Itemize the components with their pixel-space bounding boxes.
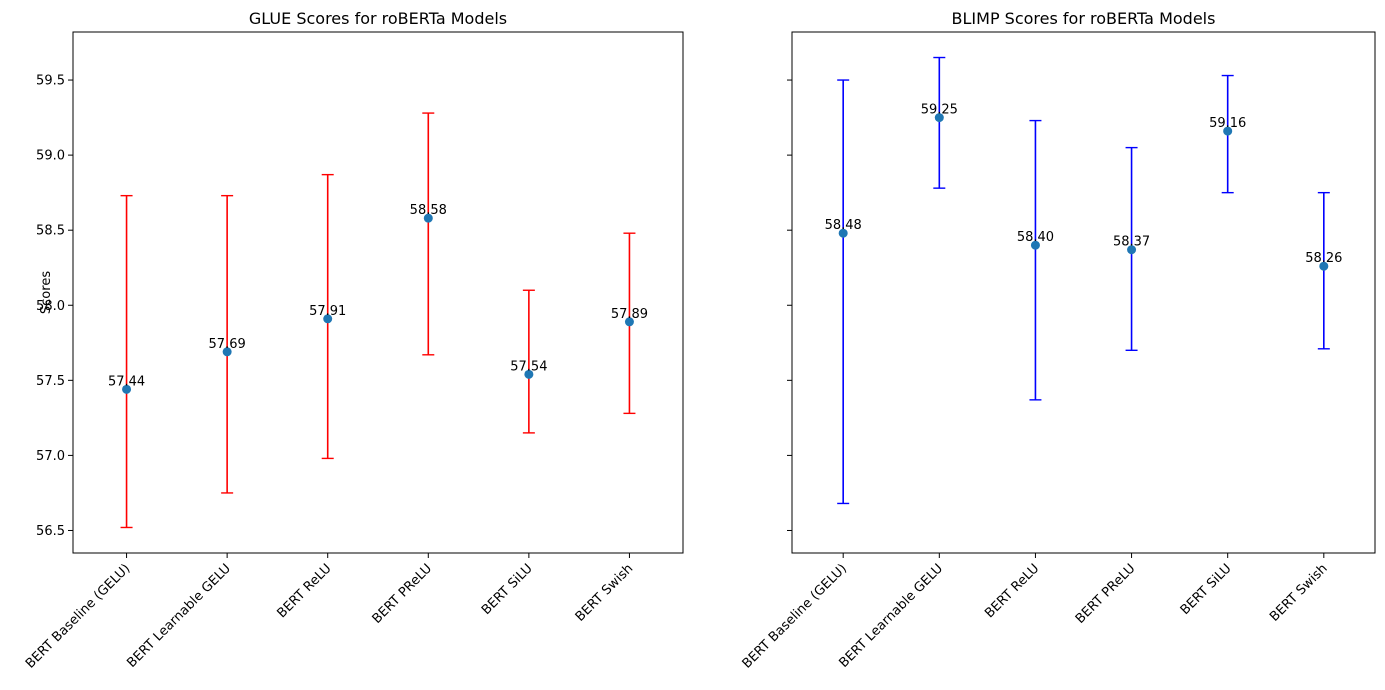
data-point: [1319, 261, 1329, 271]
data-label: 58.37: [1113, 235, 1150, 250]
x-tick-label: BERT SiLU: [479, 561, 536, 618]
data-label: 57.44: [108, 374, 145, 389]
data-point: [323, 314, 333, 324]
data-label: 57.69: [209, 337, 246, 352]
data-label: 58.26: [1305, 251, 1342, 266]
x-tick-label: BERT Baseline (GELU): [23, 561, 133, 671]
data-label: 59.16: [1209, 116, 1246, 131]
x-tick-label: BERT Learnable GELU: [124, 561, 234, 671]
x-tick-label: BERT PReLU: [1073, 561, 1139, 627]
data-point: [934, 113, 944, 123]
plot-frame: [791, 31, 1376, 554]
data-label: 59.25: [921, 103, 958, 118]
plot-frame: [72, 31, 684, 554]
data-point: [1030, 240, 1040, 250]
data-label: 58.40: [1017, 230, 1054, 245]
data-point: [122, 384, 132, 394]
data-label: 58.48: [825, 218, 862, 233]
y-tick-label: 56.5: [36, 524, 65, 539]
x-tick-label: BERT Swish: [573, 561, 637, 625]
y-tick-label: 58.5: [36, 224, 65, 239]
data-point: [624, 317, 634, 327]
y-tick-label: 59.0: [36, 149, 65, 164]
data-point: [222, 347, 232, 357]
glue-chart-panel: GLUE Scores for roBERTa Models Scores 56…: [23, 9, 684, 672]
x-tick-label: BERT Learnable GELU: [837, 561, 947, 671]
x-tick-label: BERT Swish: [1267, 561, 1331, 625]
data-label: 57.91: [309, 304, 346, 319]
x-tick-label: BERT ReLU: [275, 561, 335, 621]
y-tick-label: 57.5: [36, 374, 65, 389]
data-label: 57.89: [611, 307, 648, 322]
x-tick-label: BERT Baseline (GELU): [740, 561, 850, 671]
y-axis-label: Scores: [39, 271, 54, 314]
x-tick-label: BERT ReLU: [982, 561, 1042, 621]
data-point: [423, 213, 433, 223]
chart-title: BLIMP Scores for roBERTa Models: [952, 9, 1216, 28]
data-point: [1127, 245, 1137, 255]
data-label: 57.54: [510, 359, 547, 374]
chart-title: GLUE Scores for roBERTa Models: [249, 9, 507, 28]
data-label: 58.58: [410, 203, 447, 218]
data-point: [524, 369, 534, 379]
data-point: [1223, 126, 1233, 136]
x-tick-label: BERT SiLU: [1178, 561, 1235, 618]
y-tick-label: 59.5: [36, 74, 65, 89]
y-tick-label: 57.0: [36, 449, 65, 464]
y-tick-label: 58.0: [36, 299, 65, 314]
x-tick-label: BERT PReLU: [370, 561, 436, 627]
data-point: [838, 228, 848, 238]
blimp-chart-panel: BLIMP Scores for roBERTa Models BERT Bas…: [740, 9, 1376, 672]
